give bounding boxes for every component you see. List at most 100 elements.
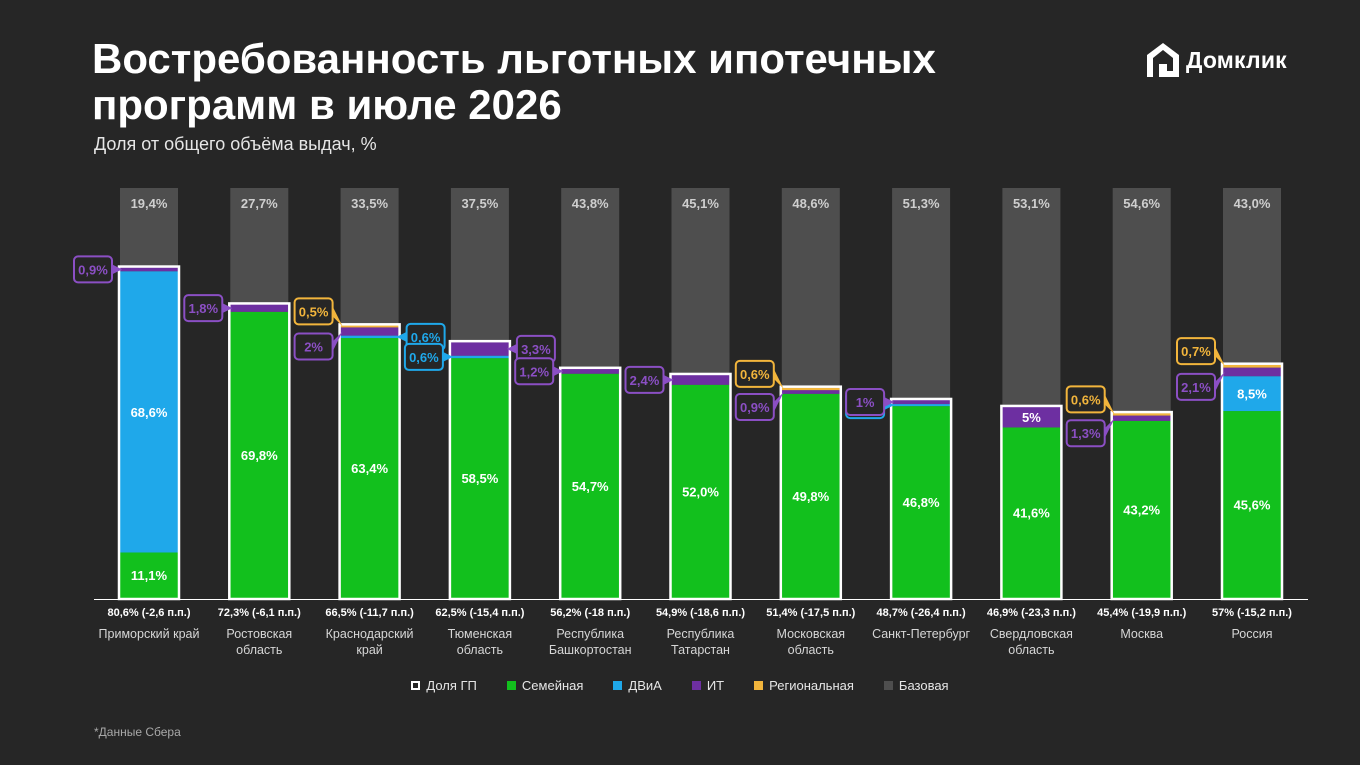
chart-legend: Доля ГП Семейная ДВиА ИТ Региональная Ба…: [0, 678, 1360, 693]
footnote: *Данные Сбера: [94, 725, 181, 739]
gp-share-outline: [228, 302, 291, 601]
bar-group: [1110, 188, 1173, 601]
legend-item-gp: Доля ГП: [411, 678, 477, 693]
legend-item-family: Семейная: [506, 678, 584, 693]
callout-pointer-dvia: [442, 351, 453, 362]
callout-label-it: 0,9%: [740, 400, 770, 415]
category-label: Тюменская: [448, 627, 512, 641]
category-label: край: [356, 643, 382, 657]
bar-segment-family: [781, 393, 840, 598]
data-label-family: 69,8%: [241, 448, 278, 463]
legend-swatch-dvia: [613, 681, 623, 690]
gp-share-outline: [338, 323, 401, 601]
data-label-base: 33,5%: [351, 196, 388, 211]
data-label-family: 46,8%: [903, 495, 940, 510]
bar-segment-family: [230, 311, 289, 598]
gp-share-outline: [669, 372, 732, 601]
callout-label-it: 1,2%: [519, 364, 549, 379]
stacked-bar-chart: 19,4% 11,1% 68,6% 0,9% 80,6% (-2,6 п.п.) Прим…: [73, 188, 1308, 657]
bar-segment-dvia: [892, 404, 951, 407]
callout-label-it: 1,3%: [1071, 426, 1101, 441]
bar-segment-dvia: [120, 271, 178, 553]
legend-item-base: Базовая: [883, 678, 949, 693]
callout-pointer-it: [112, 264, 122, 275]
data-label-family: 52,0%: [682, 484, 719, 499]
bar-segment-family: [1112, 420, 1171, 598]
data-label-family: 43,2%: [1123, 502, 1160, 517]
callout-label-it: 0,9%: [78, 262, 108, 277]
category-label: область: [788, 643, 834, 657]
bar-group: [1000, 188, 1063, 601]
category-label: Республика: [667, 627, 735, 641]
callout-label-it: 1%: [856, 395, 875, 410]
data-label-family: 41,6%: [1013, 506, 1050, 521]
callout-pointer-it: [332, 331, 343, 352]
callout-pointer-regional: [1215, 346, 1225, 367]
data-label-family: 11,1%: [131, 568, 168, 583]
data-label-dvia: 68,6%: [131, 405, 168, 420]
callout-label-it: 2,1%: [1181, 380, 1211, 395]
callout-pointer-it: [663, 374, 674, 385]
bar-segment-it: [1002, 406, 1061, 428]
gp-share-outline: [1110, 410, 1173, 601]
callout-pointer-it: [773, 391, 784, 412]
data-label-base: 53,1%: [1013, 196, 1050, 211]
data-label-dvia: 8,5%: [1237, 387, 1267, 402]
bar-segment-regional: [1112, 413, 1171, 416]
category-label: Краснодарский: [326, 627, 414, 641]
callout-pointer-regional: [773, 368, 784, 389]
callout-label-it: 3,3%: [521, 342, 551, 357]
callout-pointer-it: [553, 366, 564, 377]
data-label-it: 5%: [1022, 410, 1041, 425]
gp-share-label: 57% (-15,2 п.п.): [1212, 607, 1292, 619]
data-label-base: 54,6%: [1123, 196, 1160, 211]
gp-share-label: 54,9% (-18,6 п.п.): [656, 607, 745, 619]
bar-segment-it: [340, 327, 399, 336]
logo-text: Домклик: [1186, 46, 1287, 73]
bar-segment-it: [450, 342, 509, 356]
bar-segment-family: [892, 406, 951, 598]
legend-item-it: ИТ: [691, 678, 724, 693]
bar-segment-family: [120, 552, 178, 598]
gp-share-outline: [448, 339, 512, 601]
gp-share-label: 56,2% (-18 п.п.): [550, 607, 630, 619]
data-label-base: 45,1%: [682, 196, 719, 211]
callout-pointer-it: [1104, 418, 1115, 439]
legend-label-base: Базовая: [898, 678, 949, 693]
bar-segment-regional: [1223, 364, 1281, 368]
bar-segment-it: [781, 390, 840, 394]
category-label: Башкортостан: [549, 643, 632, 657]
bar-segment-family: [561, 373, 620, 598]
legend-item-dvia: ДВиА: [613, 678, 662, 693]
data-label-base: 37,5%: [461, 196, 498, 211]
gp-share-outline: [117, 265, 181, 601]
data-label-family: 54,7%: [572, 479, 609, 494]
callout-pointer-it: [1215, 371, 1225, 392]
gp-share-outline: [1220, 362, 1284, 601]
bar-segment-it: [1112, 415, 1171, 421]
category-label: Свердловская: [990, 627, 1073, 641]
legend-label-family: Семейная: [521, 678, 584, 693]
callout-label-regional: 0,7%: [1181, 344, 1211, 359]
callout-label-it: 1,8%: [188, 301, 218, 316]
data-label-base: 51,3%: [903, 196, 940, 211]
gp-share-label: 45,4% (-19,9 п.п.): [1097, 607, 1186, 619]
data-label-family: 63,4%: [351, 461, 388, 476]
gp-share-label: 48,7% (-26,4 п.п.): [877, 607, 966, 619]
bar-segment-dvia: [1223, 376, 1281, 412]
legend-item-regional: Региональная: [754, 678, 854, 693]
legend-label-regional: Региональная: [769, 678, 854, 693]
data-label-base: 27,7%: [241, 196, 278, 211]
bar-segment-regional: [781, 387, 840, 391]
data-label-base: 48,6%: [792, 196, 829, 211]
callout-pointer-it: [884, 397, 895, 408]
callout-pointer-regional: [1104, 394, 1115, 415]
bar-segment-it: [1223, 367, 1281, 377]
bar-group: [448, 188, 512, 601]
legend-label-gp: Доля ГП: [426, 678, 477, 693]
callout-pointer-it: [506, 343, 517, 354]
bar-segment-regional: [340, 325, 399, 328]
bar-segment-family: [1002, 427, 1061, 598]
domclick-logo[interactable]: Домклик: [1146, 40, 1316, 80]
bar-segment-it: [561, 368, 620, 374]
